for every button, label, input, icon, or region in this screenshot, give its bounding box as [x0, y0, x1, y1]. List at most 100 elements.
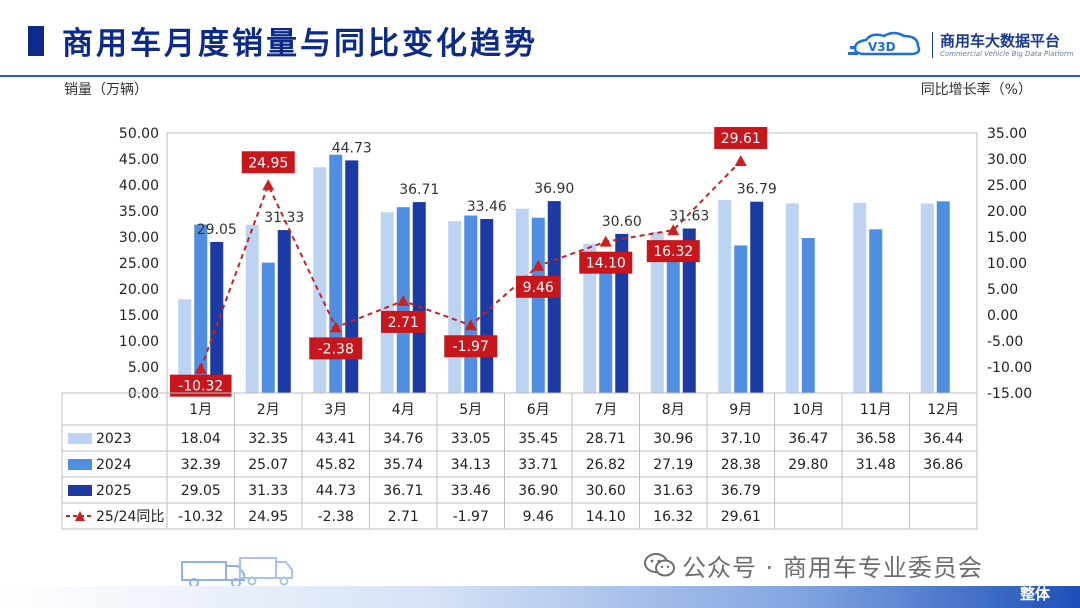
x-tick-label: 9月 [729, 402, 752, 418]
y-tick-label-left: 35.00 [119, 204, 159, 220]
bottom-bar [0, 586, 1080, 608]
bar-value-label-2025: 30.60 [602, 214, 642, 230]
y-tick-label-right: 10.00 [987, 256, 1027, 272]
bar-2023 [583, 243, 597, 393]
bar-value-label-2025: 31.63 [669, 209, 709, 225]
yoy-label-box [516, 275, 561, 298]
table-cell: 32.39 [181, 457, 221, 473]
header-rule [0, 75, 1080, 77]
yoy-point [329, 321, 342, 333]
yoy-label-box [646, 240, 700, 263]
y-tick-label-left: 30.00 [119, 230, 159, 246]
bar-2024 [194, 224, 208, 393]
yoy-point [397, 294, 410, 306]
table-cell: 29.80 [788, 457, 828, 473]
y-tick-label-left: 5.00 [128, 360, 159, 376]
x-tick-label: 3月 [324, 402, 347, 418]
table-cell: 30.96 [653, 431, 693, 447]
bar-2024 [801, 238, 815, 393]
y-tick-label-left: 40.00 [119, 178, 159, 194]
bar-2023 [313, 167, 327, 393]
wechat-icon [644, 553, 675, 577]
yoy-label: -2.38 [318, 341, 354, 357]
bar-2024 [936, 201, 950, 393]
bar-value-label-2025: 36.71 [399, 182, 439, 198]
bar-2024 [531, 217, 545, 393]
table-cell: 29.05 [181, 483, 221, 499]
table-cell: -10.32 [178, 509, 223, 525]
yoy-point [667, 224, 680, 236]
table-row-label: 2023 [96, 431, 132, 447]
table-cell: -2.38 [318, 509, 354, 525]
bar-value-label-2025: 36.90 [534, 181, 574, 197]
legend-swatch-marker [75, 511, 85, 521]
y-tick-label-right: 25.00 [987, 178, 1027, 194]
yoy-label-box [309, 337, 363, 360]
logo-mark-text: V3D [868, 40, 896, 54]
bar-2023 [853, 202, 867, 393]
legend-swatch-2023 [68, 433, 92, 444]
yoy-label-box [579, 251, 633, 274]
yoy-label: 29.61 [721, 131, 761, 147]
yoy-point [532, 259, 545, 271]
table-row-label: 25/24同比 [96, 509, 164, 525]
bar-2025 [682, 228, 696, 393]
table-cell: 31.33 [248, 483, 288, 499]
x-tick-label: 6月 [527, 402, 550, 418]
y-tick-label-right: 15.00 [987, 230, 1027, 246]
table-cell: 14.10 [586, 509, 626, 525]
table-cell: 31.48 [856, 457, 896, 473]
y-tick-label-left: 0.00 [128, 386, 159, 402]
table-cell: 9.46 [523, 509, 554, 525]
x-tick-label: 10月 [792, 402, 824, 418]
bar-2024 [666, 251, 680, 393]
logo-text-en: Commercial Vehicle Big Data Platform [940, 50, 1074, 58]
table-cell: 36.47 [788, 431, 828, 447]
bar-2024 [261, 262, 275, 393]
yoy-point [262, 179, 275, 191]
x-tick-label: 11月 [860, 402, 892, 418]
table-row-label: 2025 [96, 483, 132, 499]
y-tick-label-right: 30.00 [987, 152, 1027, 168]
truck-decoration-icon [181, 557, 293, 588]
bar-value-label-2025: 33.46 [467, 199, 507, 215]
y-tick-label-left: 45.00 [119, 152, 159, 168]
table-cell: 44.73 [316, 483, 356, 499]
y-tick-label-right: 0.00 [987, 308, 1018, 324]
yoy-label: 14.10 [586, 256, 626, 272]
bar-2024 [734, 245, 748, 393]
yoy-label: 24.95 [248, 155, 288, 171]
y-tick-label-left: 10.00 [119, 334, 159, 350]
table-cell: 30.60 [586, 483, 626, 499]
page-title: 商用车月度销量与同比变化趋势 [62, 26, 538, 62]
legend-swatch-2024 [68, 459, 92, 470]
legend-swatch-2025 [68, 485, 92, 496]
v3d-logo-icon: V3D [848, 31, 921, 56]
table-cell: 28.38 [721, 457, 761, 473]
y-tick-label-right: 35.00 [987, 126, 1027, 142]
table-cell: 33.46 [451, 483, 491, 499]
x-tick-label: 8月 [662, 402, 685, 418]
yoy-label-box [714, 127, 768, 150]
bar-value-label-2025: 36.79 [737, 182, 777, 198]
yoy-point [599, 235, 612, 247]
yoy-label: -1.97 [453, 339, 489, 355]
table-cell: 29.61 [721, 509, 761, 525]
x-tick-label: 12月 [927, 402, 959, 418]
bar-value-label-2025: 44.73 [332, 140, 372, 156]
yoy-label: -10.32 [178, 379, 223, 395]
yoy-point [464, 319, 477, 331]
table-cell: 36.71 [383, 483, 423, 499]
table-cell: 16.32 [653, 509, 693, 525]
platform-logo: V3D 商用车大数据平台 Commercial Vehicle Big Data… [848, 28, 1076, 64]
bar-2024 [599, 253, 613, 393]
bar-value-label-2025: 29.05 [197, 222, 237, 238]
yoy-label-box [241, 151, 295, 174]
title-accent-bar [28, 26, 44, 56]
bar-2025 [750, 201, 764, 393]
table-cell: 36.86 [923, 457, 963, 473]
bar-2024 [329, 154, 343, 393]
bar-2023 [178, 299, 192, 393]
bar-2024 [869, 229, 883, 393]
